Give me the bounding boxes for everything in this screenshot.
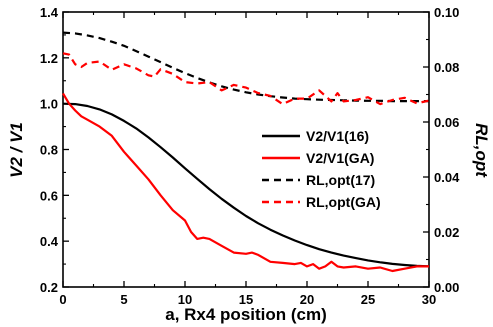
legend: V2/V1(16) V2/V1(GA) RL,opt(17) RL,opt(GA… (262, 128, 381, 210)
y-tick-label: 0.2 (40, 280, 58, 295)
y2-tick-label: 0.04 (434, 170, 460, 185)
x-axis-title: a, Rx4 position (cm) (165, 305, 327, 324)
x-tick-label: 5 (120, 292, 127, 307)
x-tick-label: 0 (59, 292, 66, 307)
series-lines (62, 31, 430, 273)
y-tick-label: 1.0 (40, 97, 58, 112)
x-tick-label: 20 (300, 292, 314, 307)
legend-label-1: V2/V1(GA) (306, 150, 374, 166)
series-line-2 (62, 31, 429, 103)
series-line-1 (62, 92, 429, 273)
series-line-0 (62, 102, 430, 268)
y2-axis-title: RL,opt (472, 123, 491, 178)
x-tick-label: 25 (361, 292, 375, 307)
y-axis-title: V2 / V1 (7, 122, 26, 178)
series-line-3 (62, 52, 430, 106)
x-tick-label: 30 (422, 292, 436, 307)
tick-marks (62, 11, 430, 288)
y2-tick-label: 0.06 (434, 115, 459, 130)
y-tick-label: 1.2 (40, 51, 58, 66)
y2-tick-label: 0.08 (434, 60, 459, 75)
legend-label-3: RL,opt(GA) (306, 194, 381, 210)
y2-tick-label: 0.00 (434, 280, 459, 295)
y-tick-label: 1.4 (40, 5, 59, 20)
y-tick-label: 0.6 (40, 188, 58, 203)
x-tick-label: 10 (178, 292, 192, 307)
tick-labels: 0 5 10 15 20 25 30 0.2 0.4 0.6 0.8 1.0 1.2 1.4 0.00 0.0… (40, 5, 460, 307)
legend-label-0: V2/V1(16) (306, 128, 369, 144)
y-tick-label: 0.4 (40, 234, 59, 249)
y2-tick-label: 0.10 (434, 5, 459, 20)
y-tick-label: 0.8 (40, 143, 58, 158)
y2-tick-label: 0.02 (434, 225, 459, 240)
legend-label-2: RL,opt(17) (306, 172, 375, 188)
x-tick-label: 15 (239, 292, 253, 307)
